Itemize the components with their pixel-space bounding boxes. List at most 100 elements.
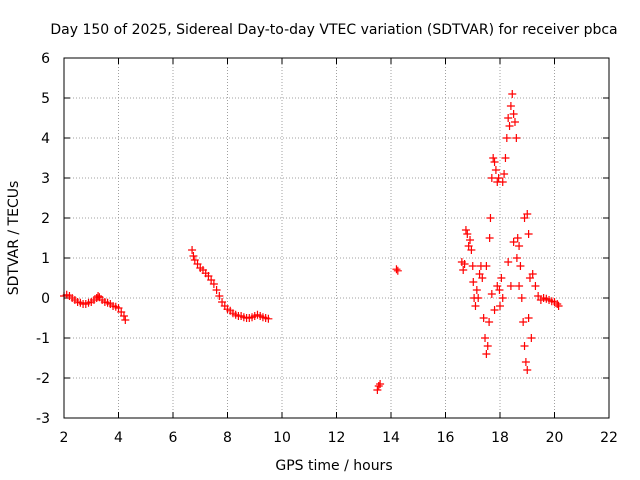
data-point bbox=[487, 174, 496, 182]
data-point bbox=[94, 292, 103, 300]
data-point bbox=[528, 270, 537, 278]
y-tick-label: 5 bbox=[41, 91, 50, 107]
data-point bbox=[502, 134, 511, 142]
y-tick-label: 4 bbox=[41, 131, 50, 147]
x-tick-label: 10 bbox=[273, 430, 291, 446]
x-tick-label: 18 bbox=[491, 430, 509, 446]
data-point bbox=[554, 302, 563, 310]
data-point bbox=[482, 350, 491, 358]
data-point bbox=[461, 226, 470, 234]
data-point bbox=[459, 266, 468, 274]
y-tick-label: -2 bbox=[36, 371, 50, 387]
data-point bbox=[498, 178, 507, 186]
data-point bbox=[485, 234, 494, 242]
x-tick-label: 12 bbox=[328, 430, 346, 446]
data-point bbox=[467, 246, 476, 254]
data-point bbox=[373, 386, 382, 394]
data-point bbox=[509, 238, 518, 246]
data-point bbox=[374, 382, 383, 390]
data-point bbox=[515, 242, 524, 250]
data-point bbox=[478, 274, 487, 282]
data-point bbox=[496, 302, 504, 310]
x-tick-label: 6 bbox=[169, 430, 178, 446]
data-point bbox=[523, 210, 532, 218]
data-point bbox=[498, 294, 507, 302]
data-point bbox=[491, 166, 500, 174]
data-point bbox=[215, 292, 224, 300]
data-point bbox=[497, 274, 506, 282]
y-tick-label: 2 bbox=[41, 211, 50, 227]
x-tick-label: 4 bbox=[114, 430, 123, 446]
x-tick-label: 20 bbox=[546, 430, 564, 446]
data-point bbox=[460, 260, 469, 268]
x-tick-label: 22 bbox=[600, 430, 618, 446]
data-point bbox=[501, 154, 510, 162]
data-point bbox=[463, 230, 472, 238]
data-point bbox=[474, 294, 483, 302]
x-tick-label: 16 bbox=[437, 430, 455, 446]
data-point bbox=[490, 306, 499, 314]
data-point bbox=[376, 380, 385, 388]
data-point bbox=[485, 318, 494, 326]
x-tick-label: 2 bbox=[60, 430, 69, 446]
x-tick-label: 8 bbox=[223, 430, 232, 446]
data-point bbox=[520, 342, 529, 350]
chart-title: Day 150 of 2025, Sidereal Day-to-day VTE… bbox=[50, 22, 617, 38]
data-point bbox=[505, 122, 514, 130]
data-point bbox=[531, 282, 540, 290]
y-tick-label: 6 bbox=[41, 51, 50, 67]
data-point bbox=[512, 134, 521, 142]
data-point bbox=[493, 282, 502, 290]
data-point bbox=[212, 286, 221, 294]
data-point bbox=[510, 118, 519, 126]
data-point bbox=[523, 366, 532, 374]
data-point bbox=[469, 278, 478, 286]
data-point bbox=[506, 102, 515, 110]
x-tick-label: 14 bbox=[382, 430, 400, 446]
data-point bbox=[513, 234, 522, 242]
data-point bbox=[495, 286, 504, 294]
data-point bbox=[512, 254, 521, 262]
data-point bbox=[472, 286, 481, 294]
y-tick-label: 3 bbox=[41, 171, 50, 187]
data-point bbox=[516, 262, 525, 270]
data-point bbox=[504, 258, 513, 266]
data-point bbox=[519, 318, 528, 326]
data-point bbox=[264, 314, 273, 323]
data-point bbox=[189, 252, 198, 260]
data-point bbox=[500, 170, 509, 178]
data-point bbox=[504, 114, 513, 122]
data-point bbox=[486, 214, 495, 222]
data-point bbox=[188, 246, 197, 254]
y-tick-label: -1 bbox=[36, 331, 50, 347]
data-point bbox=[508, 90, 517, 98]
data-point bbox=[392, 265, 401, 274]
plot-frame bbox=[63, 57, 610, 419]
data-point bbox=[524, 314, 533, 322]
data-point bbox=[393, 266, 402, 275]
data-point bbox=[521, 358, 530, 366]
y-tick-label: 1 bbox=[41, 251, 50, 267]
data-point bbox=[515, 282, 524, 290]
data-point bbox=[483, 342, 492, 350]
y-axis-label: SDTVAR / TECUs bbox=[6, 181, 22, 296]
data-point bbox=[119, 312, 128, 320]
data-point bbox=[481, 334, 490, 342]
data-point bbox=[506, 282, 515, 290]
data-point bbox=[471, 302, 480, 310]
data-point bbox=[466, 236, 475, 244]
data-point bbox=[527, 334, 536, 342]
data-point bbox=[494, 174, 503, 182]
grid-lines bbox=[64, 58, 609, 418]
data-point bbox=[468, 262, 477, 270]
y-tick-label: -3 bbox=[36, 411, 50, 427]
x-axis-label: GPS time / hours bbox=[275, 458, 392, 474]
data-point bbox=[524, 230, 533, 238]
data-points bbox=[60, 90, 563, 394]
data-point bbox=[509, 110, 518, 118]
data-point bbox=[121, 316, 130, 324]
data-point bbox=[487, 290, 496, 298]
data-point bbox=[479, 314, 488, 322]
